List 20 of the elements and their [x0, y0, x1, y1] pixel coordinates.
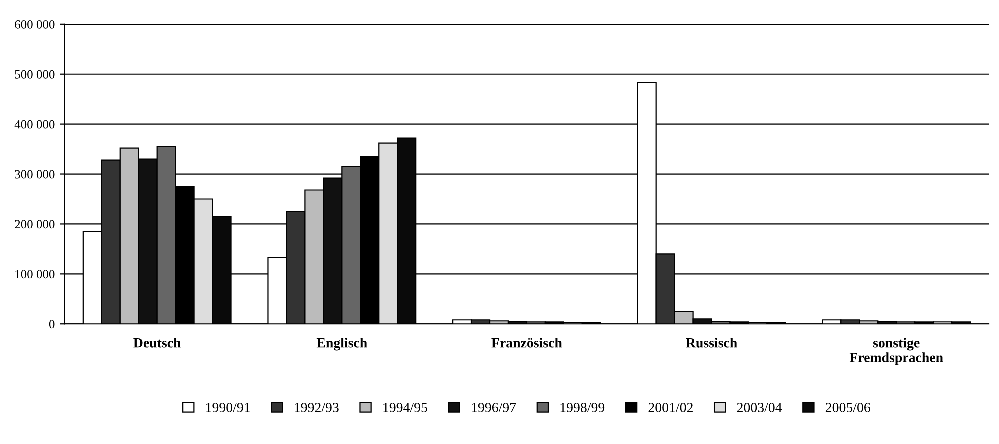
x-tick-label: Französisch	[492, 338, 562, 348]
y-tick-label: 100 000	[16, 270, 55, 279]
y-tick-label: 500 000	[15, 70, 55, 79]
y-tick-label: 200 000	[15, 220, 55, 229]
x-tick-label: Deutsch	[134, 338, 182, 348]
y-tick-label: 0	[49, 320, 55, 329]
x-tick-label: Russisch	[686, 338, 738, 348]
y-tick-label: 300 000	[15, 170, 55, 179]
legend-label: 1990/91	[206, 403, 250, 412]
y-tick-label: 400 000	[14, 120, 55, 129]
legend-label: 2003/04	[737, 403, 782, 412]
x-tick-label: Englisch	[316, 338, 368, 351]
legend-label: 1996/97	[472, 403, 516, 412]
legend-label: 1998/99	[560, 403, 605, 412]
legend-label: 2005/06	[826, 403, 870, 412]
y-tick-label: 600 000	[15, 20, 55, 29]
x-tick-label: sonstige Fremdsprachen	[850, 338, 944, 366]
legend-label: 1994/95	[384, 403, 428, 412]
legend-label: 1992/93	[295, 403, 339, 412]
legend-label: 2001/02	[648, 403, 693, 412]
